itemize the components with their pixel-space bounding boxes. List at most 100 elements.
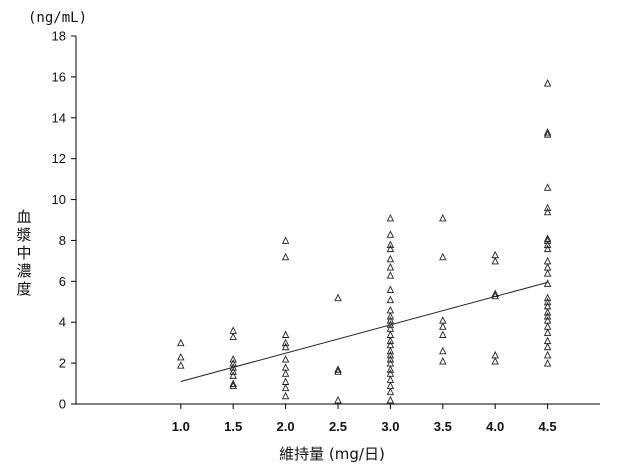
x-tick-label: 1.5: [224, 419, 242, 434]
data-point-triangle: [543, 79, 552, 87]
data-point-triangle: [281, 330, 290, 338]
data-point-triangle: [543, 293, 552, 302]
data-point-triangle: [543, 240, 552, 248]
x-tick-label: 1.0: [172, 419, 190, 434]
data-point-triangle: [439, 322, 447, 330]
data-point-triangle: [439, 330, 447, 338]
data-point-triangle: [281, 355, 290, 363]
y-axis-title-char: 中: [16, 244, 31, 262]
data-point-triangle: [386, 240, 395, 248]
data-point-triangle: [281, 363, 290, 371]
data-point-triangle: [543, 130, 552, 138]
data-point-triangle: [281, 369, 290, 377]
y-axis-title-char: 漿: [16, 226, 31, 244]
data-point-triangle: [386, 350, 395, 359]
data-point-triangle: [229, 381, 237, 390]
data-point-triangle: [281, 391, 290, 400]
data-point-triangle: [386, 336, 395, 345]
data-point-triangle: [491, 357, 499, 365]
data-point-triangle: [229, 379, 237, 388]
data-point-triangle: [386, 346, 395, 355]
data-point-triangle: [177, 352, 185, 361]
x-tick-label: 4.0: [486, 419, 504, 434]
data-point-triangle: [491, 256, 499, 265]
data-point-triangle: [543, 269, 552, 277]
y-axis-title-char: 血: [16, 208, 31, 226]
y-tick-label: 6: [59, 274, 66, 289]
data-point-triangle: [386, 295, 395, 304]
data-point-triangle: [386, 244, 395, 253]
data-point-triangle: [229, 332, 237, 340]
data-point-triangle: [386, 254, 395, 263]
data-point-triangle: [543, 256, 552, 265]
x-tick-label: 3.5: [434, 419, 452, 434]
x-ticks: 1.0 1.5 2.0 2.5 3.0 3.5 4.0 4.5: [172, 404, 557, 434]
data-point-triangle: [543, 350, 552, 359]
data-point-triangle: [543, 183, 552, 191]
data-point-triangle: [491, 250, 499, 259]
data-point-triangle: [386, 213, 395, 222]
data-point-triangle: [439, 357, 447, 365]
data-point-triangle: [386, 387, 395, 396]
data-point-triangle: [543, 328, 552, 336]
y-ticks: 0 2 4 6 8 10 12 14 16 18: [52, 29, 76, 412]
data-point-triangle: [543, 342, 552, 351]
y-tick-label: 16: [52, 69, 66, 84]
data-point-triangle: [281, 377, 290, 385]
data-point-triangle: [386, 230, 395, 238]
data-point-triangle: [543, 236, 552, 244]
y-tick-label: 12: [52, 151, 66, 166]
y-tick-label: 18: [52, 29, 66, 44]
data-point-triangle: [543, 336, 552, 345]
data-point-triangle: [439, 316, 447, 324]
data-point-triangle: [386, 312, 395, 320]
data-point-triangle: [229, 371, 237, 379]
data-point-triangle: [386, 330, 395, 338]
data-point-triangle: [334, 365, 342, 373]
data-point-triangle: [439, 252, 447, 261]
y-tick-label: 4: [59, 315, 66, 330]
data-points: [177, 79, 552, 404]
data-point-triangle: [386, 365, 395, 373]
data-point-triangle: [177, 338, 185, 347]
data-point-triangle: [543, 203, 552, 212]
data-point-triangle: [543, 312, 552, 320]
data-point-triangle: [439, 213, 447, 222]
data-point-triangle: [491, 350, 499, 359]
y-tick-label: 2: [59, 356, 66, 371]
x-tick-label: 2.0: [277, 419, 295, 434]
x-tick-label: 4.5: [539, 419, 557, 434]
y-axis-title-char: 濃: [16, 262, 31, 280]
y-unit-label: (ng/mL): [28, 10, 87, 26]
data-point-triangle: [229, 355, 237, 363]
trendline-group: [180, 281, 548, 382]
data-point-triangle: [386, 285, 395, 293]
data-point-triangle: [281, 252, 290, 261]
data-point-triangle: [386, 316, 395, 324]
data-point-triangle: [543, 244, 552, 253]
data-point-triangle: [439, 346, 447, 355]
data-point-triangle: [386, 271, 395, 279]
data-point-triangle: [229, 359, 237, 367]
data-point-triangle: [334, 293, 342, 302]
data-point-triangle: [543, 279, 552, 287]
data-point-triangle: [177, 361, 185, 369]
y-tick-label: 0: [59, 397, 66, 412]
x-tick-label: 3.0: [381, 419, 399, 434]
data-point-triangle: [386, 375, 395, 383]
data-point-triangle: [281, 342, 290, 351]
data-point-triangle: [543, 128, 552, 136]
data-point-triangle: [229, 326, 237, 334]
data-point-triangle: [386, 381, 395, 390]
x-tick-label: 2.5: [329, 419, 347, 434]
data-point-triangle: [386, 355, 395, 363]
data-point-triangle: [386, 395, 395, 404]
data-point-triangle: [386, 263, 395, 271]
data-point-triangle: [281, 383, 290, 392]
data-point-triangle: [543, 322, 552, 330]
data-point-triangle: [281, 236, 290, 244]
x-axis-title: 維持量 (mg/日): [279, 445, 385, 463]
data-point-triangle: [334, 395, 342, 404]
